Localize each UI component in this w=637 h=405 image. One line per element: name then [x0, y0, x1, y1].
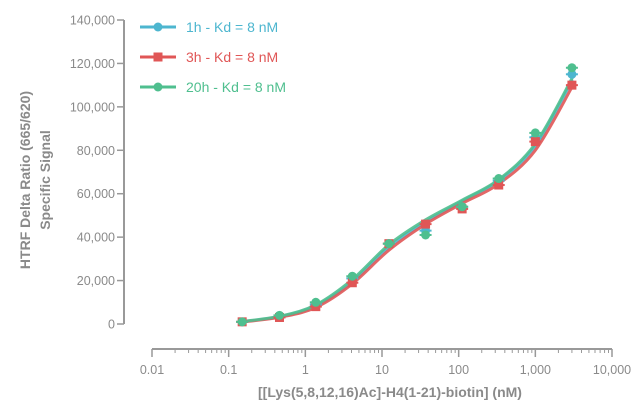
data-point-series-3 — [384, 239, 394, 249]
data-point-series-2 — [530, 137, 540, 147]
fit-curve-series-2 — [240, 85, 574, 324]
y-tick-label: 0 — [108, 318, 115, 332]
data-point-series-3 — [421, 230, 431, 240]
data-markers — [236, 63, 578, 327]
y-tick-label: 120,000 — [70, 57, 115, 71]
data-point-series-3 — [530, 128, 540, 138]
fit-curves — [240, 77, 574, 324]
data-point-series-3 — [457, 202, 467, 212]
legend-marker — [153, 52, 163, 62]
legend-label: 1h - Kd = 8 nM — [186, 19, 278, 35]
legend-label: 3h - Kd = 8 nM — [186, 49, 278, 65]
data-point-series-2 — [494, 180, 504, 190]
legend: 1h - Kd = 8 nM 3h - Kd = 8 nM 20h - Kd = 8… — [140, 19, 286, 95]
fit-curve-series-1 — [240, 79, 574, 324]
data-point-series-3 — [494, 174, 504, 184]
y-tick-label: 100,000 — [70, 100, 115, 114]
legend-marker — [153, 82, 163, 92]
data-point-series-2 — [567, 80, 577, 90]
x-axis: 0.01 0.1 1 10 100 1,000 10,000 — [140, 348, 631, 377]
x-axis-title: [[Lys(5,8,12,16)Ac]-H4(1-21)-biotin] (nM… — [258, 384, 522, 400]
data-point-series-3 — [237, 317, 247, 327]
y-tick-label: 80,000 — [77, 144, 115, 158]
data-point-series-2 — [347, 278, 357, 288]
x-tick-label: 100 — [448, 363, 469, 377]
data-point-series-2 — [421, 219, 431, 229]
y-axis-title-line-2: Specific Signal — [37, 130, 53, 230]
y-tick-label: 20,000 — [77, 274, 115, 288]
y-axis-title-line-1: HTRF Delta Ratio (665/620) — [17, 91, 33, 269]
x-tick-label: 0.1 — [220, 363, 237, 377]
data-point-series-3 — [311, 297, 321, 307]
data-point-series-1 — [567, 69, 577, 79]
x-tick-label: 1,000 — [520, 363, 551, 377]
x-tick-label: 10,000 — [593, 363, 631, 377]
y-tick-label: 40,000 — [77, 231, 115, 245]
y-tick-label: 60,000 — [77, 187, 115, 201]
fit-curve-series-3 — [240, 77, 574, 324]
y-axis: 0 20,000 40,000 60,000 80,000 100,000 120,000 1… — [70, 14, 125, 332]
data-point-series-3 — [274, 310, 284, 320]
legend-label: 20h - Kd = 8 nM — [186, 79, 286, 95]
data-point-series-3 — [567, 63, 577, 73]
y-tick-label: 140,000 — [70, 14, 115, 28]
x-tick-label: 0.01 — [140, 363, 164, 377]
data-point-series-3 — [347, 271, 357, 281]
legend-marker — [153, 22, 163, 32]
x-tick-label: 10 — [375, 363, 389, 377]
x-tick-label: 1 — [302, 363, 309, 377]
